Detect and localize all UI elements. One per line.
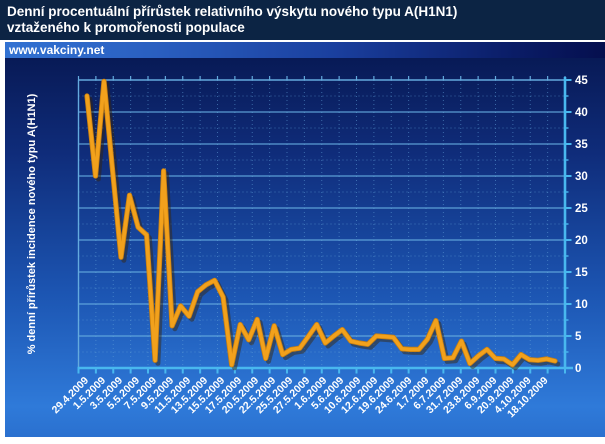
- chart-title-line1: Denní procentuální přírůstek relativního…: [7, 4, 458, 19]
- y-tick-label: 25: [575, 203, 588, 215]
- chart-title-line2: vztaženého k promořenosti populace: [7, 20, 245, 35]
- watermark-bar: www.vakciny.net: [5, 42, 605, 58]
- y-tick-label: 15: [575, 267, 588, 279]
- y-tick-label: 0: [575, 363, 581, 375]
- y-tick-label: 30: [575, 171, 588, 183]
- y-tick-label: 35: [575, 139, 588, 151]
- y-tick-label: 45: [575, 75, 588, 87]
- y-tick-label: 40: [575, 107, 588, 119]
- y-tick-label: 20: [575, 235, 588, 247]
- y-tick-label: 10: [575, 299, 588, 311]
- y-tick-label: 5: [575, 331, 582, 343]
- chart-region: 0 5 10 15 20 25 30 35 40 45 29.4.2009 1.5.2009 3.5.2…: [5, 58, 605, 437]
- line-chart: 05101520253035404529.4.20091.5.20093.5.2…: [26, 75, 588, 420]
- y-axis-title: % denní přírůstek incidence nového typu …: [26, 93, 38, 354]
- data-line: [85, 79, 557, 367]
- chart-title: Denní procentuální přírůstek relativního…: [0, 0, 605, 40]
- watermark-text: www.vakciny.net: [9, 43, 105, 57]
